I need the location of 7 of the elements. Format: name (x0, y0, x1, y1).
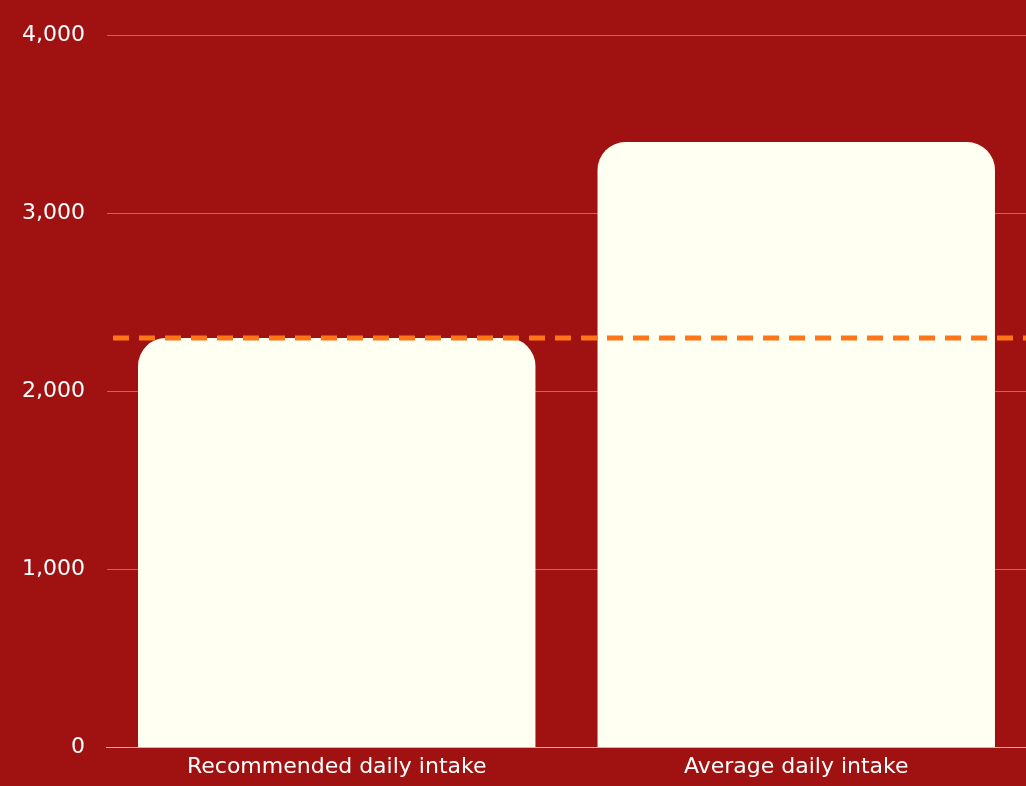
y-tick-label: 0 (70, 733, 85, 759)
y-tick-label: 1,000 (22, 555, 85, 581)
y-tick-label: 4,000 (22, 20, 85, 46)
x-tick-label: Average daily intake (683, 752, 909, 778)
x-tick-label: Recommended daily intake (186, 752, 487, 778)
y-tick-label: 2,000 (22, 377, 85, 403)
y-tick-label: 3,000 (22, 199, 85, 225)
